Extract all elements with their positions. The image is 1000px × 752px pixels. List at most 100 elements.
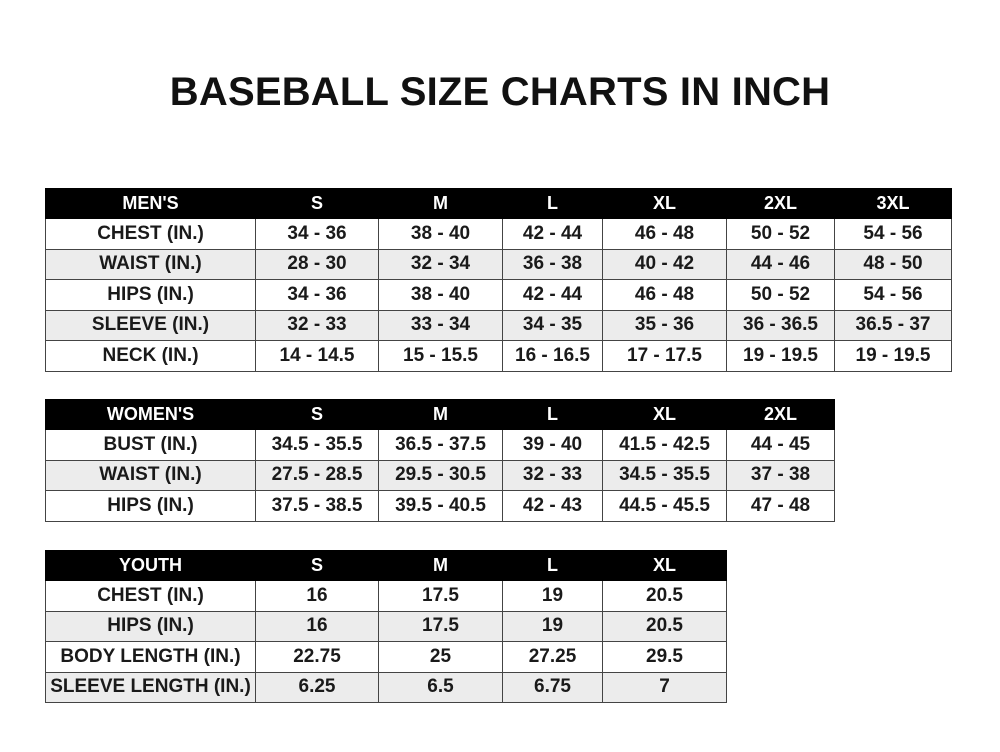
size-value: 54 - 56 [834,218,952,250]
youth-size-table: YOUTH S M L XL CHEST (IN.) 16 17.5 19 20.5 HIPS (I… [45,550,727,703]
size-value: 50 - 52 [726,279,835,311]
size-value: 42 - 44 [502,218,603,250]
size-value: 27.25 [502,641,603,673]
table-row: CHEST (IN.) 34 - 36 38 - 40 42 - 44 46 - 48 5… [45,218,952,250]
size-value: 41.5 - 42.5 [602,429,727,461]
table-header-row: MEN'S S M L XL 2XL 3XL [45,188,952,219]
page-title: BASEBALL SIZE CHARTS IN INCH [169,70,831,114]
size-value: 6.75 [502,671,603,703]
size-value: 32 - 34 [378,248,503,280]
size-value: 54 - 56 [834,279,952,311]
size-value: 34 - 36 [255,218,379,250]
table-row: NECK (IN.) 14 - 14.5 15 - 15.5 16 - 16.5 17 … [45,340,952,372]
size-value: 36 - 38 [502,248,603,280]
measurement-label: HIPS (IN.) [45,610,256,642]
size-value: 33 - 34 [378,309,503,341]
size-value: 27.5 - 28.5 [255,459,379,491]
size-value: 48 - 50 [834,248,952,280]
measurement-label: SLEEVE LENGTH (IN.) [45,671,256,703]
size-value: 37.5 - 38.5 [255,490,379,522]
table-row: BUST (IN.) 34.5 - 35.5 36.5 - 37.5 39 - 40 4… [45,429,835,461]
size-value: 34.5 - 35.5 [255,429,379,461]
size-value: 42 - 43 [502,490,603,522]
size-value: 34.5 - 35.5 [602,459,727,491]
size-value: 19 - 19.5 [726,340,835,372]
table-row: HIPS (IN.) 34 - 36 38 - 40 42 - 44 46 - 48 50… [45,279,952,311]
size-value: 34 - 35 [502,309,603,341]
size-header: XL [602,550,727,581]
size-value: 28 - 30 [255,248,379,280]
size-header: L [502,550,603,581]
size-value: 44 - 45 [726,429,835,461]
size-value: 16 [255,580,379,612]
size-value: 42 - 44 [502,279,603,311]
size-value: 36.5 - 37.5 [378,429,503,461]
measurement-label: SLEEVE (IN.) [45,309,256,341]
size-value: 15 - 15.5 [378,340,503,372]
table-header-row: WOMEN'S S M L XL 2XL [45,399,835,430]
size-value: 6.25 [255,671,379,703]
size-header: L [502,399,603,430]
measurement-label: CHEST (IN.) [45,218,256,250]
size-value: 44.5 - 45.5 [602,490,727,522]
size-value: 17.5 [378,610,503,642]
size-header: M [378,550,503,581]
size-value: 32 - 33 [255,309,379,341]
size-value: 37 - 38 [726,459,835,491]
size-value: 44 - 46 [726,248,835,280]
size-value: 38 - 40 [378,218,503,250]
size-value: 29.5 [602,641,727,673]
size-value: 38 - 40 [378,279,503,311]
size-value: 7 [602,671,727,703]
size-header: 3XL [834,188,952,219]
size-value: 29.5 - 30.5 [378,459,503,491]
size-value: 14 - 14.5 [255,340,379,372]
size-value: 25 [378,641,503,673]
table-row: CHEST (IN.) 16 17.5 19 20.5 [45,580,727,612]
size-value: 50 - 52 [726,218,835,250]
size-value: 40 - 42 [602,248,727,280]
table-row: SLEEVE (IN.) 32 - 33 33 - 34 34 - 35 35 - 36… [45,309,952,341]
category-header: MEN'S [45,188,256,219]
measurement-label: WAIST (IN.) [45,248,256,280]
size-value: 32 - 33 [502,459,603,491]
size-header: 2XL [726,399,835,430]
size-header: S [255,399,379,430]
table-row: WAIST (IN.) 28 - 30 32 - 34 36 - 38 40 - 42 4… [45,248,952,280]
size-value: 6.5 [378,671,503,703]
table-row: SLEEVE LENGTH (IN.) 6.25 6.5 6.75 7 [45,671,727,703]
size-value: 17.5 [378,580,503,612]
size-value: 17 - 17.5 [602,340,727,372]
table-row: BODY LENGTH (IN.) 22.75 25 27.25 29.5 [45,641,727,673]
size-value: 19 [502,580,603,612]
table-header-row: YOUTH S M L XL [45,550,727,581]
size-value: 20.5 [602,610,727,642]
size-value: 22.75 [255,641,379,673]
size-header: 2XL [726,188,835,219]
size-header: XL [602,188,727,219]
category-header: WOMEN'S [45,399,256,430]
table-row: WAIST (IN.) 27.5 - 28.5 29.5 - 30.5 32 - 33… [45,459,835,491]
table-row: HIPS (IN.) 37.5 - 38.5 39.5 - 40.5 42 - 43 4… [45,490,835,522]
size-value: 34 - 36 [255,279,379,311]
measurement-label: WAIST (IN.) [45,459,256,491]
womens-size-table: WOMEN'S S M L XL 2XL BUST (IN.) 34.5 - 35.5 36.5… [45,399,835,522]
size-value: 19 - 19.5 [834,340,952,372]
mens-size-table: MEN'S S M L XL 2XL 3XL CHEST (IN.) 34 - 36 38 - 4… [45,188,952,372]
size-value: 39.5 - 40.5 [378,490,503,522]
size-value: 20.5 [602,580,727,612]
size-value: 47 - 48 [726,490,835,522]
measurement-label: HIPS (IN.) [45,490,256,522]
size-header: M [378,399,503,430]
size-value: 35 - 36 [602,309,727,341]
size-value: 36.5 - 37 [834,309,952,341]
size-value: 36 - 36.5 [726,309,835,341]
table-row: HIPS (IN.) 16 17.5 19 20.5 [45,610,727,642]
size-value: 16 [255,610,379,642]
size-value: 46 - 48 [602,218,727,250]
size-header: XL [602,399,727,430]
size-header: L [502,188,603,219]
size-header: S [255,550,379,581]
measurement-label: NECK (IN.) [45,340,256,372]
size-value: 16 - 16.5 [502,340,603,372]
